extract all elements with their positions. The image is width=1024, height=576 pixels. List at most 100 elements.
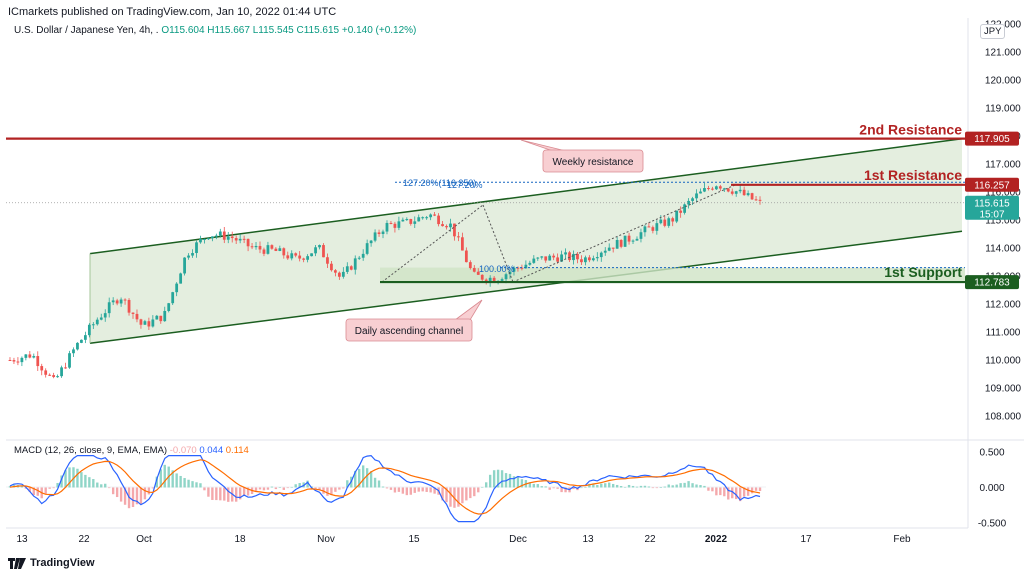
macd-tick-label: -0.500 bbox=[978, 519, 1007, 530]
macd-histogram-bar bbox=[286, 487, 289, 489]
support-zone bbox=[380, 267, 965, 283]
macd-histogram-bar bbox=[76, 468, 79, 488]
candle-body bbox=[163, 310, 167, 322]
candle-body bbox=[742, 189, 746, 196]
daily-channel-callout[interactable]: Daily ascending channel bbox=[345, 299, 483, 342]
macd-histogram-bar bbox=[199, 483, 202, 488]
macd-histogram-bar bbox=[20, 485, 24, 488]
candle-body bbox=[218, 231, 222, 236]
channel-lower-line[interactable] bbox=[89, 230, 963, 344]
macd-histogram-bar bbox=[635, 486, 639, 488]
price-tick-label: 108.000 bbox=[985, 412, 1022, 423]
macd-histogram-bar bbox=[508, 473, 512, 488]
symbol-legend[interactable]: U.S. Dollar / Japanese Yen, 4h, . O115.6… bbox=[14, 25, 416, 36]
channel-upper-line[interactable] bbox=[89, 138, 963, 255]
candle-body bbox=[171, 292, 175, 304]
macd-histogram-bar bbox=[433, 487, 436, 494]
candle-body bbox=[651, 227, 655, 231]
first-resistance-badge: 116.257 bbox=[965, 177, 1019, 192]
macd-histogram-bar bbox=[754, 487, 758, 491]
candle-body bbox=[226, 236, 230, 240]
macd-histogram-bar bbox=[56, 482, 59, 488]
candle-body bbox=[556, 257, 560, 262]
candle-body bbox=[246, 238, 250, 247]
candle-body bbox=[183, 257, 186, 274]
candle-body bbox=[417, 217, 421, 222]
candle-body bbox=[734, 191, 738, 194]
candle-body bbox=[341, 271, 345, 277]
candle-body bbox=[683, 204, 687, 213]
macd-histogram-bar bbox=[703, 485, 706, 488]
candle-body bbox=[437, 215, 440, 225]
macd-histogram-bar bbox=[207, 487, 210, 497]
macd-histogram-bar bbox=[215, 487, 218, 501]
time-axis[interactable]: 13 22 Oct 18 Nov 15 Dec 13 22 2022 17 Feb bbox=[16, 534, 911, 545]
signal-value: 0.114 bbox=[225, 445, 249, 456]
macd-histogram-bar bbox=[163, 464, 166, 488]
candle-body bbox=[357, 257, 361, 259]
candle-body bbox=[207, 238, 210, 240]
tradingview-icon bbox=[8, 557, 26, 569]
candle-body bbox=[369, 240, 373, 244]
callout-box bbox=[542, 149, 644, 173]
macd-histogram-bar bbox=[742, 487, 746, 497]
candle-body bbox=[214, 235, 218, 237]
candle-body bbox=[56, 376, 59, 378]
price-axis[interactable]: 122.000121.000120.000119.000118.000117.0… bbox=[985, 20, 1022, 423]
close-value: C115.615 bbox=[296, 25, 340, 36]
macd-histogram-bar bbox=[608, 482, 611, 488]
candle-body bbox=[24, 354, 28, 358]
macd-histogram-bar bbox=[151, 487, 155, 489]
candle-body bbox=[516, 267, 520, 269]
candle-body bbox=[111, 300, 115, 303]
candle-body bbox=[484, 279, 488, 282]
candle-body bbox=[675, 210, 679, 222]
macd-histogram-bar bbox=[278, 487, 282, 488]
macd-legend[interactable]: MACD (12, 26, close, 9, EMA, EMA) -0.070… bbox=[14, 445, 249, 456]
currency-label[interactable]: JPY bbox=[980, 24, 1006, 39]
price-tick-label: 109.000 bbox=[985, 384, 1022, 395]
symbol-name[interactable]: U.S. Dollar / Japanese Yen, 4h, . bbox=[14, 25, 159, 36]
macd-histogram-bar bbox=[123, 487, 127, 505]
price-tick-label: 112.000 bbox=[985, 300, 1021, 311]
macd-histogram-bar bbox=[556, 487, 559, 489]
callout-text: Daily ascending channel bbox=[355, 326, 463, 337]
macd-histogram-bar bbox=[377, 480, 381, 488]
macd-histogram-bar bbox=[397, 487, 401, 492]
candle-body bbox=[119, 299, 123, 304]
macd-histogram-bar bbox=[183, 478, 186, 488]
macd-histogram-bar bbox=[492, 470, 496, 488]
macd-histogram-bar bbox=[735, 487, 738, 500]
macd-histogram-bar bbox=[520, 479, 524, 488]
time-tick-label: 15 bbox=[408, 534, 420, 545]
signal-line bbox=[9, 459, 761, 515]
time-tick-label: Nov bbox=[317, 534, 335, 545]
macd-histogram-bar bbox=[699, 485, 702, 488]
candle-body bbox=[40, 366, 44, 371]
time-tick-label: 13 bbox=[582, 534, 594, 545]
macd-histogram-bar bbox=[159, 469, 162, 488]
macd-histogram-bar bbox=[540, 486, 543, 488]
macd-axis[interactable]: 0.500 0.000 -0.500 bbox=[978, 448, 1007, 530]
candle-body bbox=[345, 266, 349, 272]
candle-body bbox=[294, 253, 298, 256]
macd-histogram-bar bbox=[651, 487, 655, 489]
candle-body bbox=[250, 246, 254, 248]
macd-histogram-bar bbox=[262, 487, 266, 491]
macd-histogram-bar bbox=[227, 487, 230, 502]
tradingview-logo[interactable]: TradingView bbox=[8, 557, 95, 569]
macd-histogram-bar bbox=[195, 482, 198, 488]
candle-body bbox=[421, 217, 425, 219]
macd-histogram-bar bbox=[64, 470, 67, 488]
candle-body bbox=[587, 257, 591, 261]
macd-histogram-bar bbox=[48, 487, 51, 489]
weekly-resistance-callout[interactable]: Weekly resistance bbox=[520, 139, 644, 173]
candle-body bbox=[361, 253, 365, 258]
macd-histogram-bar bbox=[72, 467, 75, 488]
candle-body bbox=[691, 198, 694, 201]
macd-histogram-bar bbox=[143, 487, 147, 500]
macd-histogram-bar bbox=[421, 487, 424, 492]
macd-histogram-bar bbox=[24, 487, 28, 489]
macd-histogram-bar bbox=[298, 483, 301, 488]
